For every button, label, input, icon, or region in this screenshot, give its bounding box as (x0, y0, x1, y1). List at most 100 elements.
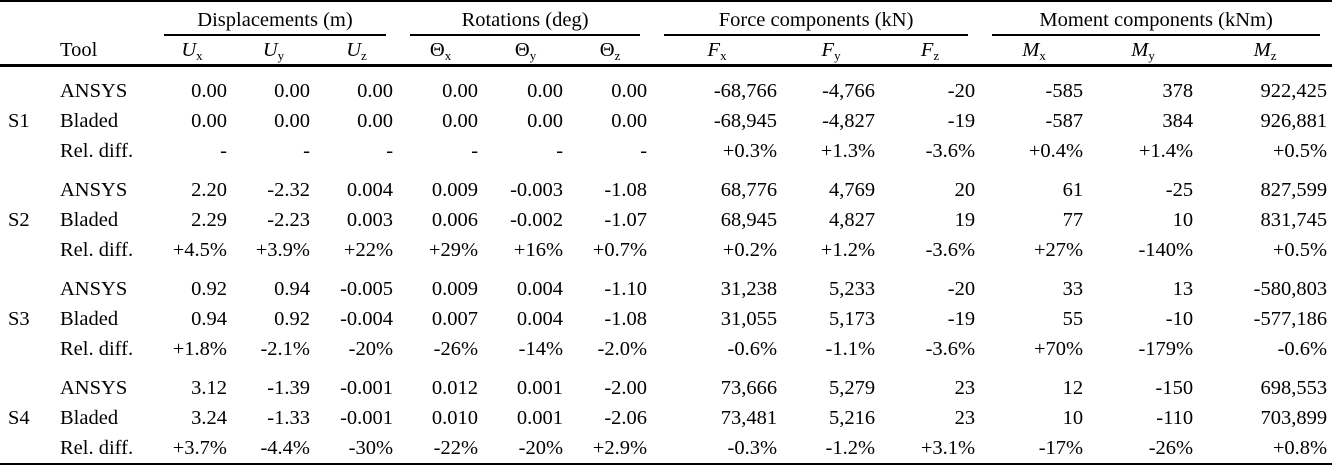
value-cell: -68,766 (713, 80, 778, 102)
section-label (0, 136, 50, 166)
value-cell: +0.8% (1272, 437, 1328, 459)
value-cell: -2.1% (260, 338, 310, 360)
section-label: S3 (8, 308, 30, 330)
group-label: Force components (kN) (718, 9, 914, 31)
table-header: Displacements (m) Rotations (deg) Force … (0, 1, 1332, 67)
group-label: Moment components (kNm) (1039, 9, 1273, 31)
value-cell: +0.2% (722, 239, 778, 261)
tool-cell: ANSYS (60, 80, 128, 102)
table-row: Rel. diff. +3.7% -4.4% -30% -22% -20% +2.9% -0.… (0, 433, 1332, 464)
blank-header (0, 1, 152, 36)
value-cell: - (386, 140, 394, 162)
value-cell: 19 (954, 209, 976, 231)
table-row: ANSYS 0.00 0.00 0.00 0.00 0.00 0.00 -68,766 -4,7… (0, 66, 1332, 107)
value-cell: +0.3% (722, 140, 778, 162)
value-cell: -0.002 (510, 209, 564, 231)
value-cell: -0.001 (340, 377, 394, 399)
tool-cell: Bladed (60, 407, 119, 429)
value-cell: +0.5% (1272, 140, 1328, 162)
value-cell: 55 (1062, 308, 1084, 330)
column-header-Θ-x: Θx (398, 36, 484, 67)
value-cell: -140% (1138, 239, 1194, 261)
column-header-F-y: Fy (782, 36, 881, 67)
value-cell: -3.6% (925, 338, 976, 360)
value-cell: 0.94 (191, 308, 227, 330)
sub-header-row: Tool Ux Uy Uz Θx Θy Θz Fx Fy Fz Mx My Mz (0, 36, 1332, 67)
tool-cell: ANSYS (60, 179, 128, 201)
value-cell: -2.06 (604, 407, 648, 429)
value-cell: +0.7% (592, 239, 648, 261)
value-cell: 0.00 (191, 80, 227, 102)
value-cell: 4,769 (828, 179, 876, 201)
value-cell: -20% (348, 338, 394, 360)
value-cell: 31,238 (720, 278, 778, 300)
value-cell: - (640, 140, 648, 162)
value-cell: 3.24 (191, 407, 227, 429)
value-cell: -26% (1148, 437, 1194, 459)
value-cell: 0.006 (431, 209, 479, 231)
section-label (0, 166, 50, 205)
table-row: Rel. diff. +1.8% -2.1% -20% -26% -14% -2.0% -0.… (0, 334, 1332, 364)
value-cell: -0.003 (510, 179, 564, 201)
value-cell: -1.08 (604, 179, 648, 201)
value-cell: 68,945 (720, 209, 778, 231)
section-label (0, 433, 50, 464)
value-cell: -20 (947, 278, 976, 300)
value-cell: -150 (1155, 377, 1194, 399)
tool-cell: Rel. diff. (60, 338, 134, 360)
value-cell: 0.009 (431, 278, 479, 300)
value-cell: -4,766 (822, 80, 876, 102)
value-cell: 0.003 (346, 209, 394, 231)
value-cell: -68,945 (713, 110, 778, 132)
table-row: Rel. diff. - - - - - - +0.3% +1.3% -3.6% +0.4% +1.4… (0, 136, 1332, 166)
value-cell: 12 (1062, 377, 1084, 399)
value-cell: -110 (1156, 407, 1194, 429)
value-cell: -0.001 (340, 407, 394, 429)
column-header-U-z: Uz (315, 36, 399, 67)
column-header-F-z: Fz (880, 36, 981, 67)
value-cell: +4.5% (172, 239, 227, 261)
value-cell: -26% (433, 338, 479, 360)
tool-cell: Rel. diff. (60, 437, 134, 459)
value-cell: 0.001 (516, 377, 564, 399)
value-cell: +1.2% (820, 239, 876, 261)
value-cell: 0.92 (274, 308, 310, 330)
value-cell: 33 (1062, 278, 1084, 300)
tool-cell: Bladed (60, 110, 119, 132)
value-cell: - (220, 140, 227, 162)
value-cell: 0.004 (516, 308, 564, 330)
value-cell: -4,827 (822, 110, 876, 132)
value-cell: -4.4% (260, 437, 310, 459)
value-cell: 31,055 (720, 308, 778, 330)
value-cell: 384 (1162, 110, 1194, 132)
value-cell: 698,553 (1260, 377, 1328, 399)
section-label (0, 334, 50, 364)
group-header-row: Displacements (m) Rotations (deg) Force … (0, 1, 1332, 36)
section-label (0, 364, 50, 403)
value-cell: -587 (1045, 110, 1084, 132)
value-cell: +0.5% (1272, 239, 1328, 261)
column-header-M-y: My (1088, 36, 1199, 67)
value-cell: 922,425 (1260, 80, 1328, 102)
value-cell: -2.23 (267, 209, 310, 231)
table-row: S3 Bladed 0.94 0.92 -0.004 0.007 0.004 -1.08 31,… (0, 304, 1332, 334)
value-cell: +2.9% (592, 437, 648, 459)
value-cell: +1.3% (820, 140, 876, 162)
blank-subheader (0, 36, 50, 67)
table-row: ANSYS 2.20 -2.32 0.004 0.009 -0.003 -1.08 68,77… (0, 166, 1332, 205)
value-cell: 0.00 (274, 110, 310, 132)
value-cell: 73,666 (720, 377, 778, 399)
column-header-F-x: Fx (652, 36, 783, 67)
column-header-M-z: Mz (1198, 36, 1332, 67)
value-cell: 0.00 (527, 110, 564, 132)
value-cell: 0.00 (191, 110, 227, 132)
value-cell: -1.10 (604, 278, 648, 300)
value-cell: -577,186 (1253, 308, 1328, 330)
value-cell: 23 (954, 377, 976, 399)
tool-cell: Bladed (60, 209, 119, 231)
value-cell: 0.94 (274, 278, 310, 300)
value-cell: 0.007 (431, 308, 479, 330)
value-cell: +1.8% (172, 338, 227, 360)
value-cell: 10 (1062, 407, 1084, 429)
